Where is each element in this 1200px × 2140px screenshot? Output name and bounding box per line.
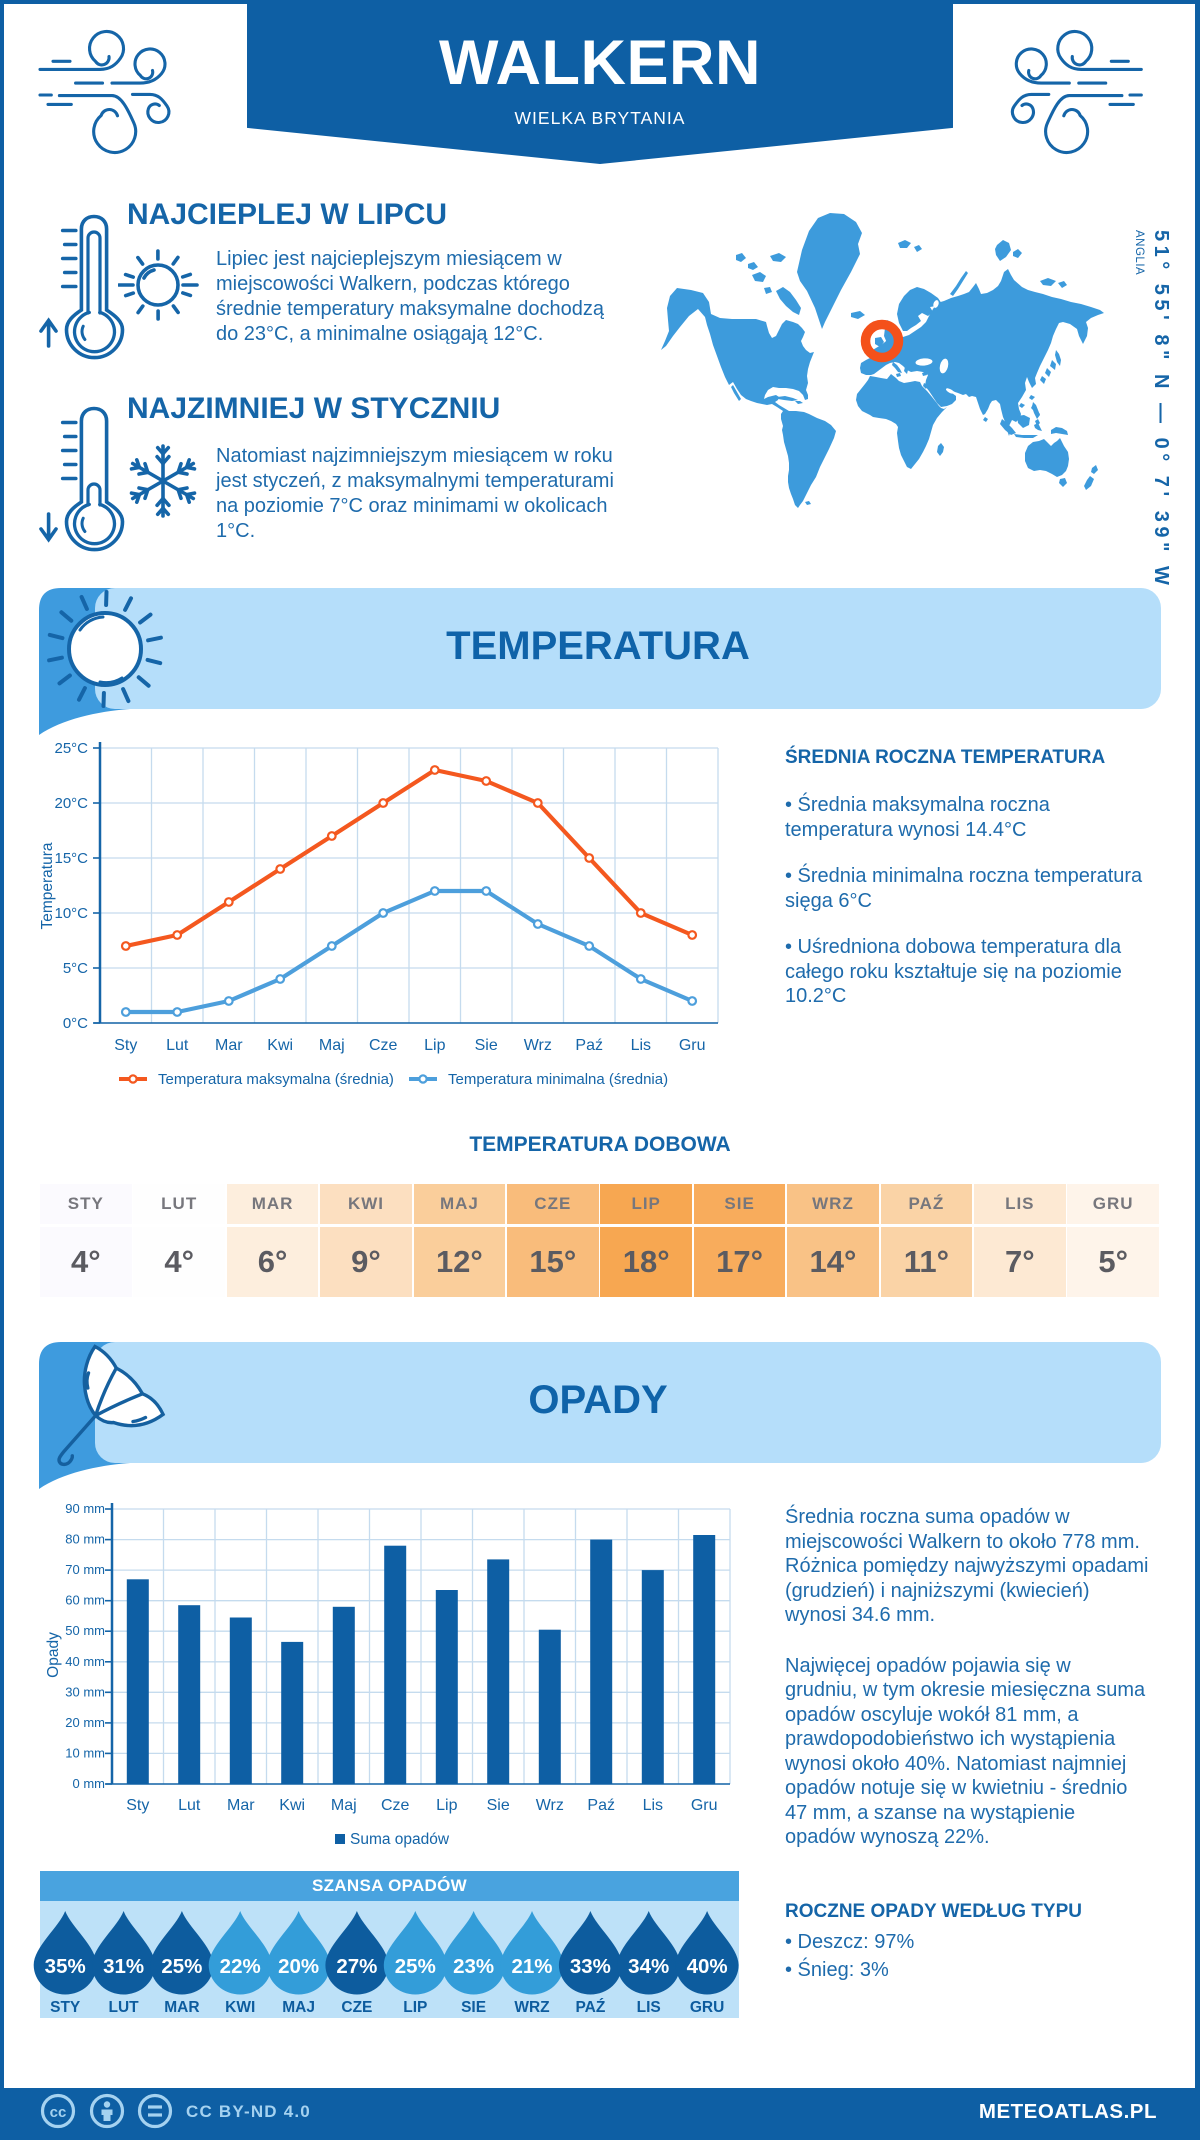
svg-text:PAŹ: PAŹ bbox=[575, 1999, 605, 2016]
svg-text:Mar: Mar bbox=[215, 1037, 243, 1054]
svg-text:50 mm: 50 mm bbox=[65, 1623, 105, 1638]
svg-text:25%: 25% bbox=[161, 1955, 202, 1978]
svg-text:20°C: 20°C bbox=[54, 795, 88, 812]
svg-text:70 mm: 70 mm bbox=[65, 1562, 105, 1577]
svg-text:GRU: GRU bbox=[690, 1999, 724, 2016]
svg-text:25%: 25% bbox=[395, 1955, 436, 1978]
svg-text:21%: 21% bbox=[511, 1955, 552, 1978]
svg-text:27%: 27% bbox=[336, 1955, 377, 1978]
svg-text:Temperatura: Temperatura bbox=[39, 842, 56, 929]
svg-text:Kwi: Kwi bbox=[267, 1037, 293, 1054]
svg-text:Paź: Paź bbox=[587, 1797, 615, 1814]
svg-text:33%: 33% bbox=[570, 1955, 611, 1978]
svg-text:20%: 20% bbox=[278, 1955, 319, 1978]
svg-text:MAJ: MAJ bbox=[282, 1999, 315, 2016]
svg-text:Temperatura minimalna (średnia: Temperatura minimalna (średnia) bbox=[448, 1071, 668, 1088]
svg-text:22%: 22% bbox=[220, 1955, 261, 1978]
svg-text:Kwi: Kwi bbox=[279, 1797, 305, 1814]
svg-text:Sty: Sty bbox=[114, 1037, 137, 1054]
svg-text:Lip: Lip bbox=[424, 1037, 445, 1054]
svg-text:80 mm: 80 mm bbox=[65, 1532, 105, 1547]
svg-text:90 mm: 90 mm bbox=[65, 1501, 105, 1516]
svg-text:CZE: CZE bbox=[341, 1999, 372, 2016]
svg-text:cc: cc bbox=[50, 2104, 67, 2121]
svg-text:Opady: Opady bbox=[45, 1632, 62, 1678]
svg-text:60 mm: 60 mm bbox=[65, 1593, 105, 1608]
svg-text:LIS: LIS bbox=[637, 1999, 661, 2016]
svg-text:Paź: Paź bbox=[575, 1037, 603, 1054]
svg-text:Lis: Lis bbox=[631, 1037, 651, 1054]
svg-text:Wrz: Wrz bbox=[524, 1037, 552, 1054]
svg-text:Wrz: Wrz bbox=[536, 1797, 564, 1814]
svg-text:Lut: Lut bbox=[166, 1037, 189, 1054]
svg-text:0 mm: 0 mm bbox=[73, 1776, 106, 1791]
svg-text:40%: 40% bbox=[687, 1955, 728, 1978]
svg-text:15°C: 15°C bbox=[54, 850, 88, 867]
svg-text:Lip: Lip bbox=[436, 1797, 457, 1814]
svg-text:Gru: Gru bbox=[679, 1037, 706, 1054]
svg-text:10°C: 10°C bbox=[54, 905, 88, 922]
svg-text:30 mm: 30 mm bbox=[65, 1684, 105, 1699]
svg-text:Cze: Cze bbox=[381, 1797, 410, 1814]
svg-text:LIP: LIP bbox=[403, 1999, 427, 2016]
svg-text:SIE: SIE bbox=[461, 1999, 486, 2016]
svg-text:Lis: Lis bbox=[643, 1797, 663, 1814]
svg-text:40 mm: 40 mm bbox=[65, 1654, 105, 1669]
svg-text:Suma opadów: Suma opadów bbox=[350, 1831, 450, 1848]
svg-text:23%: 23% bbox=[453, 1955, 494, 1978]
svg-text:0°C: 0°C bbox=[63, 1015, 88, 1032]
svg-text:25°C: 25°C bbox=[54, 740, 88, 757]
svg-text:Lut: Lut bbox=[178, 1797, 201, 1814]
svg-text:Gru: Gru bbox=[691, 1797, 718, 1814]
svg-text:31%: 31% bbox=[103, 1955, 144, 1978]
svg-text:MAR: MAR bbox=[164, 1999, 199, 2016]
svg-text:10 mm: 10 mm bbox=[65, 1745, 105, 1760]
svg-text:Mar: Mar bbox=[227, 1797, 255, 1814]
svg-text:34%: 34% bbox=[628, 1955, 669, 1978]
svg-text:5°C: 5°C bbox=[63, 960, 88, 977]
svg-text:Sty: Sty bbox=[126, 1797, 149, 1814]
svg-text:KWI: KWI bbox=[225, 1999, 255, 2016]
svg-text:LUT: LUT bbox=[109, 1999, 140, 2016]
svg-text:Maj: Maj bbox=[319, 1037, 345, 1054]
svg-text:Sie: Sie bbox=[475, 1037, 498, 1054]
svg-text:Temperatura maksymalna (średni: Temperatura maksymalna (średnia) bbox=[158, 1071, 394, 1088]
svg-text:20 mm: 20 mm bbox=[65, 1715, 105, 1730]
svg-text:Cze: Cze bbox=[369, 1037, 398, 1054]
svg-text:STY: STY bbox=[50, 1999, 81, 2016]
svg-text:35%: 35% bbox=[45, 1955, 86, 1978]
svg-text:Sie: Sie bbox=[487, 1797, 510, 1814]
svg-text:Maj: Maj bbox=[331, 1797, 357, 1814]
svg-text:WRZ: WRZ bbox=[514, 1999, 550, 2016]
